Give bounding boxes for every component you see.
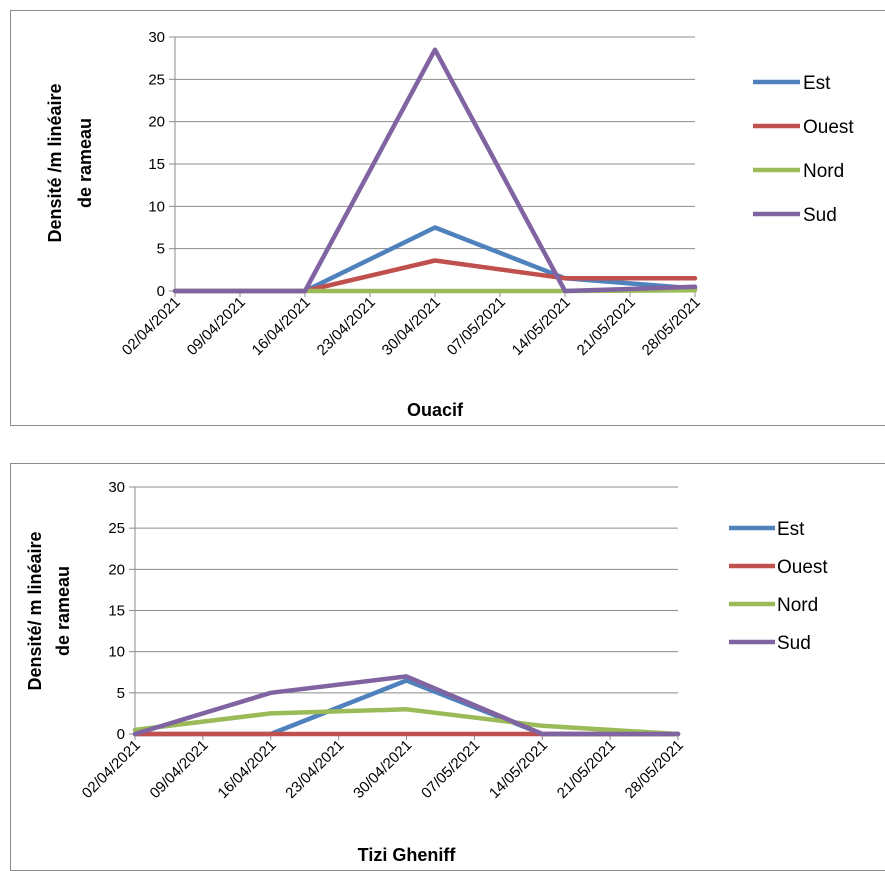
y-tick-label: 10 (108, 644, 125, 661)
y-tick-label: 20 (148, 114, 165, 131)
y-tick-label: 15 (148, 156, 165, 173)
chart-ouacif: 0 5 10 15 20 25 30 02/04/2021 09/04/2021 16/04/20… (10, 10, 885, 426)
legend-label-sud: Sud (777, 633, 811, 654)
y-tick-label: 0 (117, 726, 125, 743)
y-tick-label: 30 (148, 29, 165, 46)
legend-label-sud: Sud (803, 205, 837, 226)
x-tick-label: 02/04/2021 (119, 294, 184, 359)
x-tick-label: 23/04/2021 (282, 737, 347, 802)
line-chart-svg: 0 5 10 15 20 25 30 02/04/2021 09/04/2021 16/04/20… (45, 29, 854, 420)
x-tick-label: 30/04/2021 (350, 737, 415, 802)
y-tick-label: 25 (108, 520, 125, 537)
y-axis-title: Densité /m linéaire (45, 83, 65, 242)
y-tick-label: 5 (157, 241, 165, 258)
x-tick-label: 14/05/2021 (509, 294, 574, 359)
y-axis-title: Densité/ m linéaire (25, 531, 45, 690)
y-tick-label: 10 (148, 198, 165, 215)
series-line-nord (132, 707, 681, 737)
y-axis-title: de rameau (53, 566, 73, 656)
y-tick-label: 15 (108, 603, 125, 620)
legend-label-ouest: Ouest (803, 117, 854, 138)
x-tick-label: 07/05/2021 (418, 737, 483, 802)
series-line-sud (172, 47, 698, 294)
x-tick-label: 09/04/2021 (184, 294, 249, 359)
x-tick-label: 14/05/2021 (486, 737, 551, 802)
legend-label-est: Est (777, 519, 805, 540)
chart-tizi-gheniff: 0 5 10 15 20 25 30 02/04/2021 09/04/2021 16/04/20… (10, 463, 885, 871)
y-tick-label: 5 (117, 685, 125, 702)
x-tick-label: 23/04/2021 (314, 294, 379, 359)
x-tick-label: 07/05/2021 (444, 294, 509, 359)
legend-label-ouest: Ouest (777, 557, 828, 578)
line-chart-svg: 0 5 10 15 20 25 30 02/04/2021 09/04/2021 16/04/20… (25, 479, 828, 865)
x-tick-label: 16/04/2021 (214, 737, 279, 802)
x-tick-label: 28/05/2021 (622, 737, 687, 802)
y-axis-title: de rameau (75, 118, 95, 208)
x-tick-label: 16/04/2021 (249, 294, 314, 359)
x-axis-title: Ouacif (407, 400, 464, 420)
y-tick-label: 30 (108, 479, 125, 496)
series-line-ouest (172, 258, 698, 294)
legend-label-est: Est (803, 73, 831, 94)
x-tick-label: 21/05/2021 (554, 737, 619, 802)
legend-label-nord: Nord (803, 161, 844, 182)
x-tick-label: 09/04/2021 (147, 737, 212, 802)
x-tick-label: 28/05/2021 (639, 294, 704, 359)
x-tick-label: 21/05/2021 (574, 294, 639, 359)
x-tick-label: 02/04/2021 (79, 737, 144, 802)
y-tick-label: 25 (148, 71, 165, 88)
x-axis-title: Tizi Gheniff (358, 845, 457, 865)
y-tick-label: 0 (157, 283, 165, 300)
series-line-sud (132, 674, 681, 737)
y-tick-label: 20 (108, 561, 125, 578)
x-tick-label: 30/04/2021 (379, 294, 444, 359)
legend-label-nord: Nord (777, 595, 818, 616)
